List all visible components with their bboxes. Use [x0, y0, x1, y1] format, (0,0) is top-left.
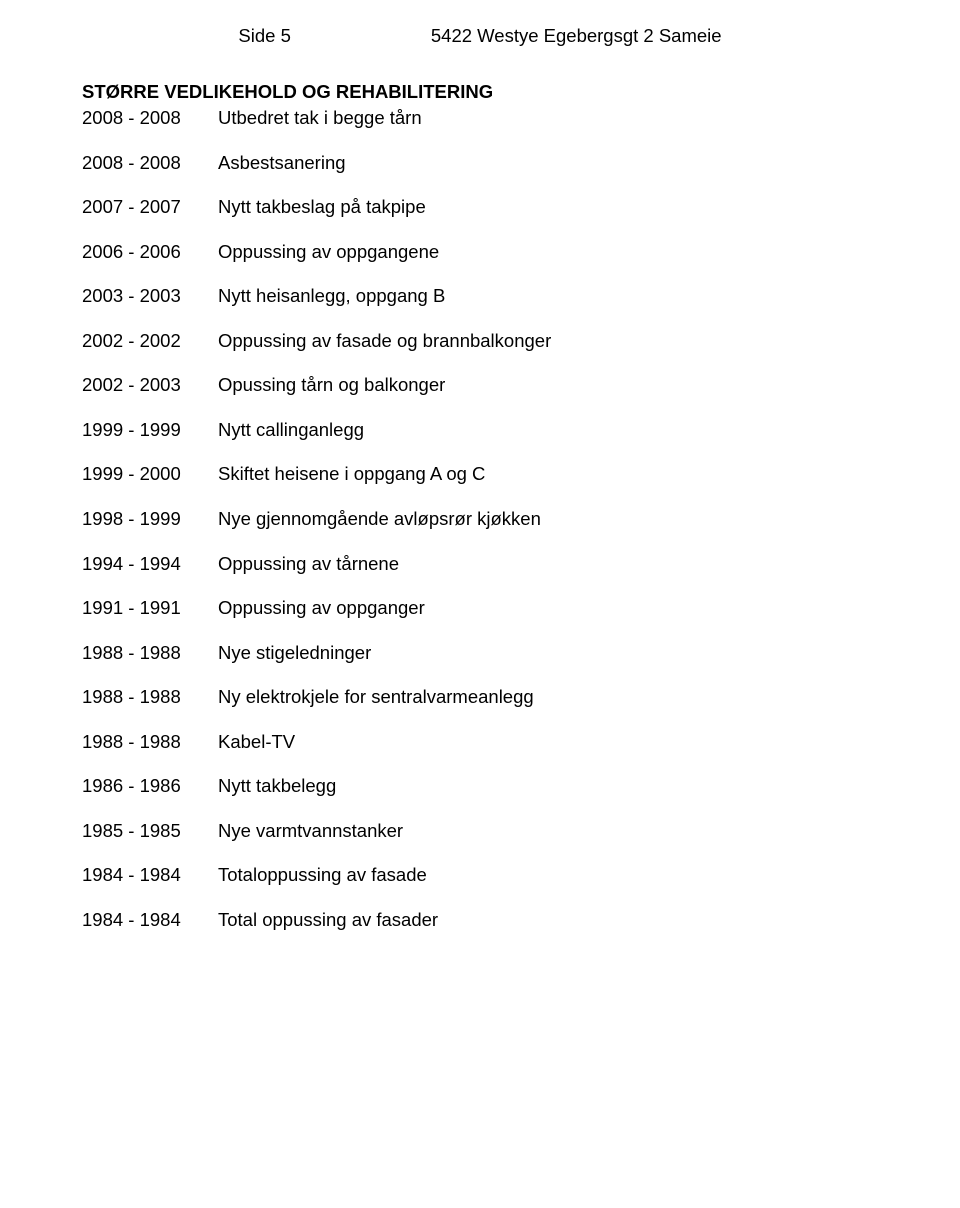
table-row: 2006 - 2006Oppussing av oppgangene — [82, 240, 878, 264]
document-page: Side 5 5422 Westye Egebergsgt 2 Sameie S… — [0, 0, 960, 1208]
entry-year: 1988 - 1988 — [82, 685, 218, 709]
entry-description: Asbestsanering — [218, 151, 878, 175]
table-row: 2003 - 2003Nytt heisanlegg, oppgang B — [82, 284, 878, 308]
entry-year: 2008 - 2008 — [82, 151, 218, 175]
entry-year: 2007 - 2007 — [82, 195, 218, 219]
entry-description: Opussing tårn og balkonger — [218, 373, 878, 397]
entry-year: 1988 - 1988 — [82, 641, 218, 665]
entry-year: 1984 - 1984 — [82, 908, 218, 932]
table-row: 2007 - 2007Nytt takbeslag på takpipe — [82, 195, 878, 219]
table-row: 1998 - 1999Nye gjennomgående avløpsrør k… — [82, 507, 878, 531]
entry-year: 1984 - 1984 — [82, 863, 218, 887]
entry-description: Kabel-TV — [218, 730, 878, 754]
entry-description: Nye varmtvannstanker — [218, 819, 878, 843]
table-row: 1988 - 1988Nye stigeledninger — [82, 641, 878, 665]
entry-year: 2008 - 2008 — [82, 106, 218, 130]
entry-year: 1999 - 1999 — [82, 418, 218, 442]
table-row: 2002 - 2002Oppussing av fasade og brannb… — [82, 329, 878, 353]
table-row: 2008 - 2008Utbedret tak i begge tårn — [82, 106, 878, 130]
page-number-label: Side 5 — [238, 24, 290, 48]
entry-description: Totaloppussing av fasade — [218, 863, 878, 887]
entry-description: Nye stigeledninger — [218, 641, 878, 665]
table-row: 1984 - 1984Totaloppussing av fasade — [82, 863, 878, 887]
entry-description: Utbedret tak i begge tårn — [218, 106, 878, 130]
entry-year: 1994 - 1994 — [82, 552, 218, 576]
entry-year: 2006 - 2006 — [82, 240, 218, 264]
entry-year: 2003 - 2003 — [82, 284, 218, 308]
entry-year: 1991 - 1991 — [82, 596, 218, 620]
table-row: 2008 - 2008Asbestsanering — [82, 151, 878, 175]
entry-year: 1986 - 1986 — [82, 774, 218, 798]
table-row: 1986 - 1986Nytt takbelegg — [82, 774, 878, 798]
table-row: 1985 - 1985Nye varmtvannstanker — [82, 819, 878, 843]
table-row: 2002 - 2003Opussing tårn og balkonger — [82, 373, 878, 397]
entries-list: 2008 - 2008Utbedret tak i begge tårn2008… — [82, 106, 878, 932]
entry-year: 1988 - 1988 — [82, 730, 218, 754]
table-row: 1991 - 1991Oppussing av oppganger — [82, 596, 878, 620]
entry-description: Oppussing av fasade og brannbalkonger — [218, 329, 878, 353]
entry-description: Oppussing av tårnene — [218, 552, 878, 576]
table-row: 1999 - 2000Skiftet heisene i oppgang A o… — [82, 462, 878, 486]
section-title: STØRRE VEDLIKEHOLD OG REHABILITERING — [82, 80, 878, 104]
entry-year: 2002 - 2002 — [82, 329, 218, 353]
table-row: 1988 - 1988Ny elektrokjele for sentralva… — [82, 685, 878, 709]
entry-year: 1999 - 2000 — [82, 462, 218, 486]
entry-description: Nytt heisanlegg, oppgang B — [218, 284, 878, 308]
table-row: 1984 - 1984Total oppussing av fasader — [82, 908, 878, 932]
entry-description: Ny elektrokjele for sentralvarmeanlegg — [218, 685, 878, 709]
entry-description: Nytt takbelegg — [218, 774, 878, 798]
table-row: 1994 - 1994Oppussing av tårnene — [82, 552, 878, 576]
entry-description: Skiftet heisene i oppgang A og C — [218, 462, 878, 486]
document-title: 5422 Westye Egebergsgt 2 Sameie — [431, 24, 722, 48]
entry-description: Oppussing av oppganger — [218, 596, 878, 620]
entry-year: 2002 - 2003 — [82, 373, 218, 397]
table-row: 1988 - 1988Kabel-TV — [82, 730, 878, 754]
entry-description: Total oppussing av fasader — [218, 908, 878, 932]
entry-year: 1985 - 1985 — [82, 819, 218, 843]
entry-description: Oppussing av oppgangene — [218, 240, 878, 264]
table-row: 1999 - 1999Nytt callinganlegg — [82, 418, 878, 442]
entry-year: 1998 - 1999 — [82, 507, 218, 531]
entry-description: Nye gjennomgående avløpsrør kjøkken — [218, 507, 878, 531]
entry-description: Nytt callinganlegg — [218, 418, 878, 442]
page-header: Side 5 5422 Westye Egebergsgt 2 Sameie — [82, 24, 878, 48]
entry-description: Nytt takbeslag på takpipe — [218, 195, 878, 219]
